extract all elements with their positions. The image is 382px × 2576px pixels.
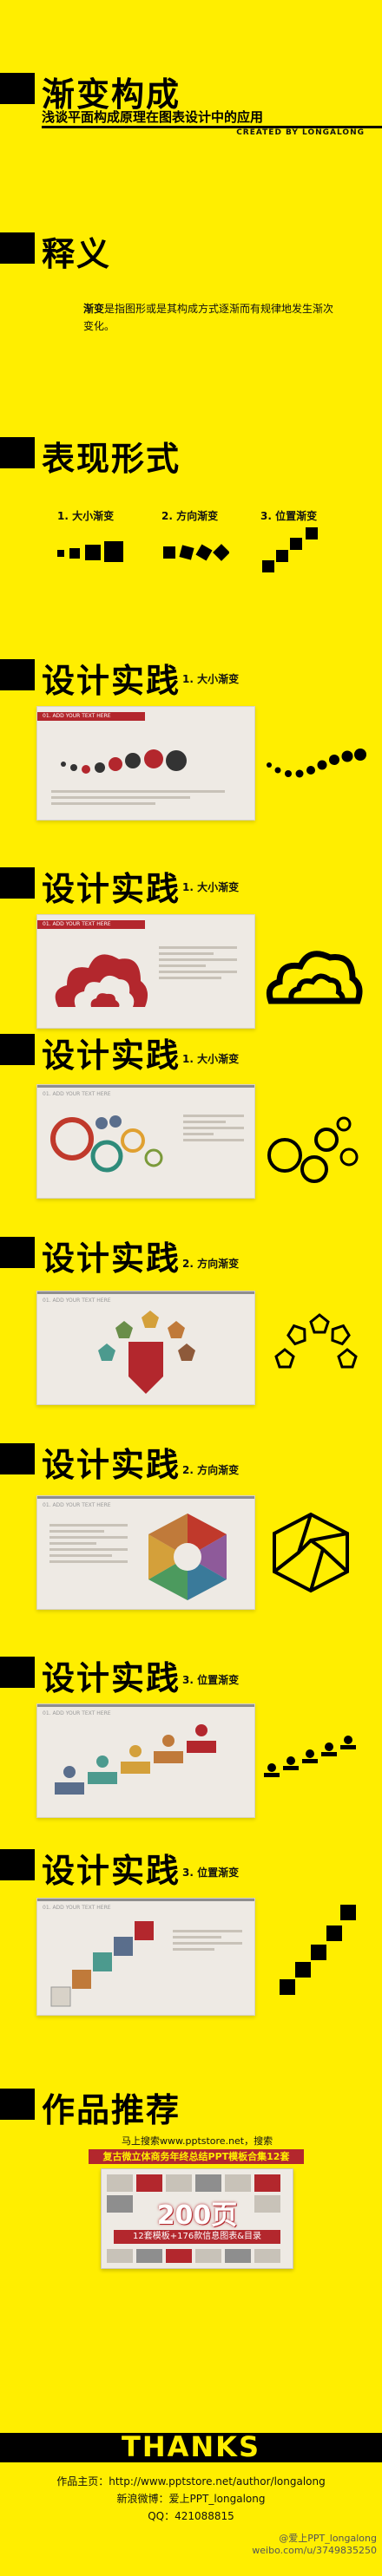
practice6-slide: 01. ADD YOUR TEXT HERE (36, 1703, 255, 1818)
practice2-tag: 1. 大小渐变 (182, 881, 240, 893)
practice5-abstract-hexagon (273, 1512, 349, 1593)
practice7-slide-title: 01. ADD YOUR TEXT HERE (43, 1905, 111, 1911)
practice5-bar (0, 1443, 35, 1474)
practice7-bar (0, 1849, 35, 1880)
forms-heading: 表现形式 (42, 440, 181, 478)
practice2-abstract-clouds (266, 951, 363, 1004)
practice3-slide-rings (50, 1115, 163, 1173)
practice5-heading: 设计实践 (42, 1446, 181, 1484)
practice4-abstract-pentagons (274, 1313, 358, 1369)
recommend-bar (0, 2089, 35, 2120)
direction-gradient-squares (163, 544, 229, 561)
practice6-bar (0, 1657, 35, 1688)
practice3-slide-title: 01. ADD YOUR TEXT HERE (43, 1091, 111, 1097)
title-underline (42, 126, 382, 128)
thanks-bar (0, 2433, 382, 2462)
practice1-abstract-dots (267, 749, 366, 778)
form-label-position: 3. 位置渐变 (260, 510, 318, 522)
practice6-slide-steps (55, 1724, 216, 1795)
practice3-bar (0, 1034, 35, 1065)
practice2-heading: 设计实践 (42, 870, 181, 908)
definition-bar (0, 232, 35, 264)
definition-body: 是指图形或是其构成方式逐渐而有规律地发生渐次变化。 (83, 303, 334, 332)
definition-term: 渐变 (83, 303, 105, 315)
practice4-bar (0, 1237, 35, 1268)
promo-number: 200页 (156, 2200, 238, 2231)
practice2-slide-cloud (55, 954, 148, 1007)
practice2-slide: 01. ADD YOUR TEXT HERE (36, 914, 255, 1029)
practice1-heading: 设计实践 (42, 662, 181, 700)
practice7-slide: 01. ADD YOUR TEXT HERE (36, 1898, 255, 2016)
practice1-tag: 1. 大小渐变 (182, 673, 240, 685)
practice4-heading: 设计实践 (42, 1239, 181, 1278)
title-bar (0, 73, 35, 104)
footer-qq: QQ：421088815 (148, 2510, 234, 2522)
practice5-slide-title: 01. ADD YOUR TEXT HERE (43, 1502, 111, 1508)
practice1-bar (0, 659, 35, 690)
practice2-slide-title: 01. ADD YOUR TEXT HERE (37, 920, 145, 929)
practice3-slide: 01. ADD YOUR TEXT HERE (36, 1084, 255, 1199)
practice1-slide-title: 01. ADD YOUR TEXT HERE (37, 712, 145, 721)
position-gradient-squares (262, 527, 318, 572)
footer-weibo: 新浪微博：爱上PPT_longalong (116, 2493, 266, 2505)
size-gradient-squares (57, 541, 123, 562)
practice7-abstract-stairs (280, 1905, 356, 1995)
watermark-line1: @爱上PPT_longalong (279, 2533, 377, 2544)
promo-subtitle: 12套模板+176款信息图表&目录 (114, 2230, 280, 2244)
credit-text: CREATED BY LONGALONG (236, 128, 365, 137)
practice3-abstract-rings (267, 1116, 359, 1183)
page-subtitle: 浅谈平面构成原理在图表设计中的应用 (42, 109, 264, 125)
thanks-text: THANKS (122, 2430, 260, 2463)
promo-thumbnails (107, 2174, 280, 2263)
definition-text: 渐变是指图形或是其构成方式逐渐而有规律地发生渐次变化。 (83, 300, 335, 335)
practice1-slide: 01. ADD YOUR TEXT HERE (36, 706, 255, 821)
practice5-slide: 01. ADD YOUR TEXT HERE (36, 1495, 255, 1610)
practice6-tag: 3. 位置渐变 (182, 1674, 240, 1686)
practice4-slide-title: 01. ADD YOUR TEXT HERE (43, 1298, 111, 1304)
form-label-size: 1. 大小渐变 (57, 510, 115, 522)
practice6-slide-title: 01. ADD YOUR TEXT HERE (43, 1710, 111, 1716)
promo-card[interactable]: 200页 12套模板+176款信息图表&目录 (101, 2168, 293, 2269)
practice4-tag: 2. 方向渐变 (182, 1258, 240, 1270)
footer-homepage[interactable]: 作品主页：http://www.pptstore.net/author/long… (56, 2475, 326, 2488)
practice7-tag: 3. 位置渐变 (182, 1867, 240, 1879)
practice2-bar (0, 867, 35, 899)
practice5-tag: 2. 方向渐变 (182, 1464, 240, 1476)
recommend-heading: 作品推荐 (42, 2091, 181, 2129)
practice5-slide-hexagon (148, 1514, 227, 1600)
practice7-slide-stairs (50, 1921, 154, 2007)
form-label-direction: 2. 方向渐变 (161, 510, 219, 522)
practice4-slide-pentagons (98, 1311, 195, 1394)
recommend-banner: 复古微立体商务年终总结PPT模板合集12套 (89, 2149, 304, 2164)
watermark-line2: weibo.com/u/3749835250 (252, 2545, 377, 2556)
page-title: 渐变构成 (42, 75, 181, 114)
practice6-heading: 设计实践 (42, 1659, 181, 1697)
practice3-heading: 设计实践 (42, 1036, 181, 1075)
forms-bar (0, 437, 35, 468)
recommend-line1: 马上搜索www.pptstore.net，搜索 (122, 2135, 273, 2147)
practice6-abstract-steps (264, 1736, 356, 1777)
definition-heading: 释义 (42, 235, 112, 273)
practice7-heading: 设计实践 (42, 1852, 181, 1890)
practice1-slide-chart (61, 749, 187, 774)
practice3-tag: 1. 大小渐变 (182, 1053, 240, 1065)
practice4-slide: 01. ADD YOUR TEXT HERE (36, 1291, 255, 1405)
